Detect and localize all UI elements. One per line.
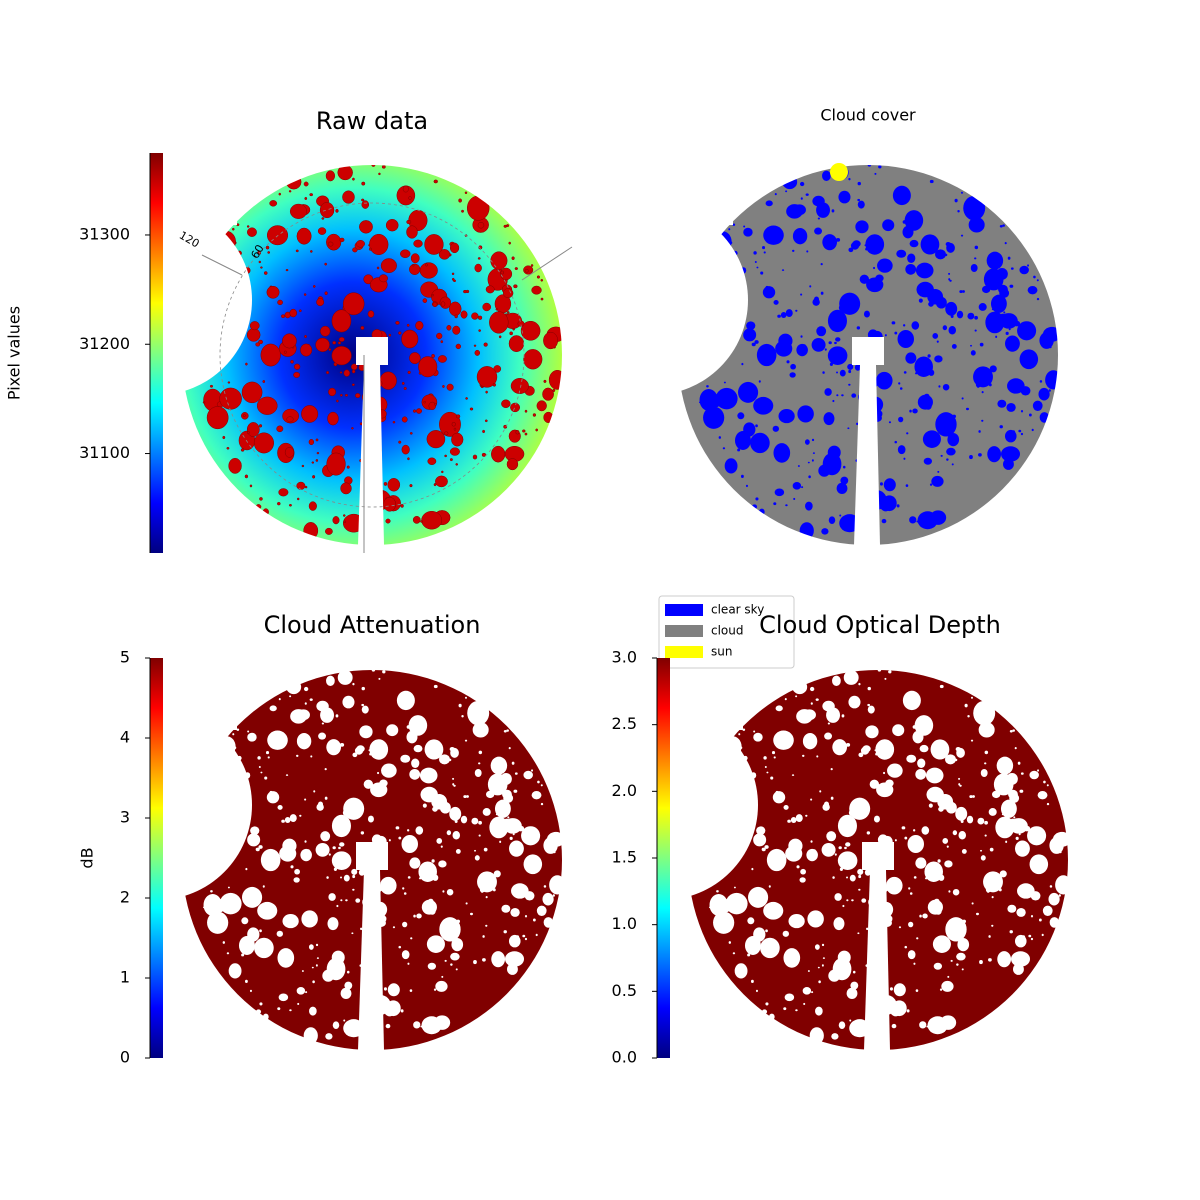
legend-label: clear sky [711, 603, 764, 617]
tick-label: 31100 [79, 443, 130, 462]
panel-title: Cloud Attenuation [264, 611, 481, 639]
polar-label: 60 [248, 242, 266, 261]
panel-title: Cloud cover [820, 106, 916, 125]
tick-label: 5 [120, 648, 130, 667]
legend-swatch [665, 625, 703, 637]
polar-grid [201, 254, 243, 276]
tick-label: 31200 [79, 334, 130, 353]
tick-label: 0.0 [612, 1048, 637, 1067]
tick-label: 2.0 [612, 781, 637, 800]
tick-label: 2 [120, 888, 130, 907]
colorbar [657, 658, 670, 1058]
tick-label: 0.5 [612, 981, 637, 1000]
sky-image [182, 163, 566, 545]
sky-image [182, 668, 566, 1050]
legend-label: cloud [711, 624, 744, 638]
panel-title: Cloud Optical Depth [759, 611, 1001, 639]
tick-label: 3 [120, 808, 130, 827]
polar-grid [219, 202, 525, 508]
tick-label: 1.5 [612, 848, 637, 867]
sky-image [678, 163, 1062, 545]
colorbar-label: dB [78, 847, 97, 868]
tick-label: 2.5 [612, 714, 637, 733]
tick-label: 31300 [79, 224, 130, 243]
legend-swatch [665, 604, 703, 616]
colorbar [150, 153, 163, 553]
panel-title: Raw data [316, 107, 428, 135]
colorbar [150, 658, 163, 1058]
tick-label: 1.0 [612, 914, 637, 933]
tick-label: 0 [120, 1048, 130, 1067]
polar-grid [521, 246, 573, 281]
legend-swatch [665, 646, 703, 658]
sun-marker [830, 163, 848, 181]
colorbar-label: Pixel values [5, 306, 24, 400]
tick-label: 3.0 [612, 648, 637, 667]
sky-image [688, 668, 1072, 1050]
tick-label: 4 [120, 728, 130, 747]
legend-label: sun [711, 645, 732, 659]
tick-label: 1 [120, 968, 130, 987]
